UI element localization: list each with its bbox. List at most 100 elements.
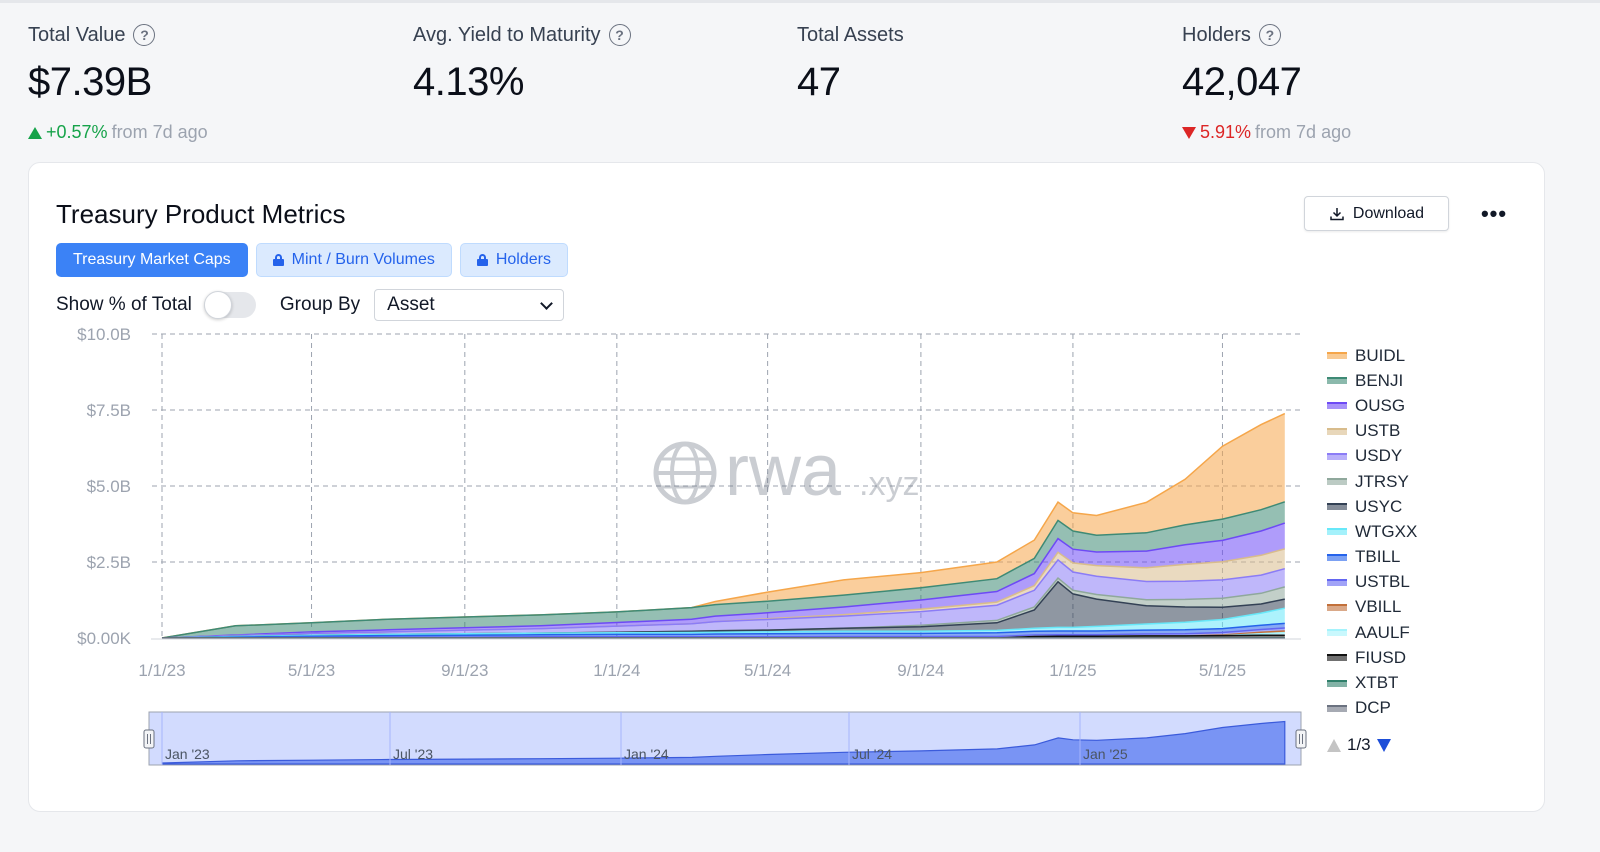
legend-item-vbill[interactable]: VBILL (1327, 595, 1417, 620)
tab-label: Holders (495, 251, 551, 268)
legend-prev-icon[interactable] (1327, 738, 1341, 752)
chart-areas (161, 412, 1286, 639)
legend-label: BENJI (1355, 370, 1404, 390)
arrow-up-icon (28, 126, 42, 139)
chart-axes: $0.00K $2.5B $5.0B $7.5B $10.0B 1/1/23 5/1/23 9… (77, 325, 1301, 680)
legend-swatch (1327, 654, 1347, 662)
stat-total-value: Total Value? $7.39B +0.57% from 7d ago (28, 20, 408, 143)
globe-icon (653, 441, 717, 505)
tab-holders[interactable]: Holders (459, 243, 568, 277)
legend-label: VBILL (1355, 597, 1402, 617)
legend-next-icon[interactable] (1376, 738, 1391, 752)
tab-mint-burn-volumes[interactable]: Mint / Burn Volumes (255, 243, 452, 277)
stat-total-assets: Total Assets 47 (797, 20, 1177, 112)
download-icon (1330, 207, 1344, 220)
metric-tabs: Treasury Market Caps Mint / Burn Volumes… (56, 243, 568, 277)
x-tick-label: 1/1/23 (138, 661, 185, 680)
stat-label: Avg. Yield to Maturity (413, 23, 601, 46)
legend-swatch (1327, 503, 1347, 511)
navigator-label: Jul '23 (393, 746, 433, 762)
legend-swatch (1327, 427, 1347, 435)
stat-label: Holders (1182, 23, 1251, 46)
range-navigator[interactable]: Jan '23 Jul '23 Jan '24 Jul '24 Jan '25 (143, 711, 1307, 766)
legend-item-wtgxx[interactable]: WTGXX (1327, 519, 1417, 544)
legend-item-aaulf[interactable]: AAULF (1327, 620, 1417, 645)
legend-label: BUIDL (1355, 345, 1406, 365)
legend-item-ousg[interactable]: OUSG (1327, 393, 1417, 418)
legend-item-jtrsy[interactable]: JTRSY (1327, 469, 1417, 494)
legend-swatch (1327, 704, 1347, 712)
stat-label: Total Assets (797, 23, 904, 46)
tab-treasury-market-caps[interactable]: Treasury Market Caps (56, 243, 248, 277)
line-ustbl (161, 627, 1285, 639)
download-button[interactable]: Download (1304, 196, 1449, 231)
legend-label: TBILL (1355, 547, 1401, 567)
stat-change-suffix: from 7d ago (111, 122, 208, 142)
stat-change: +0.57% (46, 122, 108, 142)
legend-item-buidl[interactable]: BUIDL (1327, 343, 1417, 368)
stat-change: 5.91% (1200, 122, 1252, 142)
legend-page: 1/3 (1347, 735, 1371, 754)
legend-label: OUSG (1355, 395, 1406, 415)
area-usyc[interactable] (162, 581, 1285, 638)
more-options-icon[interactable]: ••• (1480, 201, 1508, 226)
x-tick-label: 9/1/24 (897, 661, 944, 680)
stat-value: $7.39B (28, 60, 152, 104)
legend-label: USDY (1355, 446, 1403, 466)
x-tick-label: 5/1/24 (744, 661, 791, 680)
tab-label: Treasury Market Caps (73, 251, 231, 268)
show-percent-toggle[interactable] (203, 291, 256, 319)
stat-value: 42,047 (1182, 60, 1302, 104)
legend-label: WTGXX (1355, 521, 1418, 541)
line-wtgxx (161, 607, 1285, 639)
legend-item-ustbl[interactable]: USTBL (1327, 570, 1417, 595)
legend-swatch (1327, 679, 1347, 687)
watermark-suffix: .xyz (859, 465, 919, 503)
legend-swatch (1327, 402, 1347, 410)
stat-label: Total Value (28, 23, 126, 46)
legend-item-benji[interactable]: BENJI (1327, 368, 1417, 393)
legend-item-ustb[interactable]: USTB (1327, 419, 1417, 444)
area-usdy[interactable] (162, 559, 1285, 638)
x-tick-label: 1/1/24 (593, 661, 640, 680)
legend-swatch (1327, 352, 1347, 360)
area-tbill[interactable] (162, 623, 1285, 638)
legend-item-xtbt[interactable]: XTBT (1327, 670, 1417, 695)
line-tbill (161, 622, 1285, 639)
legend-pager: 1/3 (1327, 735, 1391, 755)
help-icon[interactable]: ? (133, 24, 156, 46)
y-tick-label: $2.5B (87, 553, 131, 572)
stat-value: 4.13% (413, 60, 524, 104)
stat-change-suffix: from 7d ago (1255, 122, 1352, 142)
legend-swatch (1327, 629, 1347, 637)
stat-avg-yield: Avg. Yield to Maturity? 4.13% (413, 20, 793, 112)
legend-item-dcp[interactable]: DCP (1327, 696, 1417, 721)
summary-stats: Total Value? $7.39B +0.57% from 7d ago Av… (28, 20, 1568, 150)
line-benji (161, 501, 1286, 639)
help-icon[interactable]: ? (1258, 24, 1281, 46)
legend-label: USTBL (1355, 572, 1410, 592)
legend-item-usdy[interactable]: USDY (1327, 444, 1417, 469)
navigator-right-handle[interactable] (1295, 729, 1307, 749)
chart-legend: BUIDL BENJI OUSG USTB USDY JTRSY USYC WTGXX TBIL… (1327, 343, 1417, 721)
group-by-value: Asset (387, 294, 435, 315)
watermark-text: rwa (725, 431, 842, 511)
toggle-knob (203, 291, 232, 319)
tab-label: Mint / Burn Volumes (291, 251, 435, 268)
navigator-left-handle[interactable] (143, 729, 155, 749)
navigator-label: Jan '25 (1083, 746, 1128, 762)
y-tick-label: $0.00K (77, 629, 132, 648)
group-by-select[interactable]: Asset (374, 289, 565, 321)
x-tick-label: 9/1/23 (441, 661, 488, 680)
x-tick-label: 1/1/25 (1049, 661, 1096, 680)
stat-value: 47 (797, 60, 841, 104)
line-usdy (161, 558, 1285, 639)
navigator-label: Jan '24 (624, 746, 669, 762)
help-icon[interactable]: ? (608, 24, 631, 46)
legend-item-usyc[interactable]: USYC (1327, 494, 1417, 519)
legend-item-fiusd[interactable]: FIUSD (1327, 645, 1417, 670)
legend-label: USTB (1355, 421, 1401, 441)
legend-label: XTBT (1355, 673, 1399, 693)
legend-item-tbill[interactable]: TBILL (1327, 545, 1417, 570)
chart-controls: Show % of Total Group By Asset (56, 289, 565, 321)
